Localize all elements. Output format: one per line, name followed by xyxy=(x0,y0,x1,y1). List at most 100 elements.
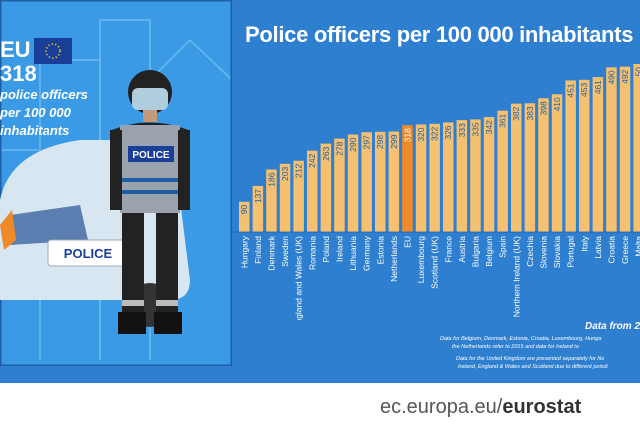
officer-vest xyxy=(120,125,180,213)
category-label: Luxembourg xyxy=(416,236,426,284)
category-label: Latvia xyxy=(593,236,603,259)
bar-sweden xyxy=(279,163,291,232)
value-label: 490 xyxy=(606,70,616,84)
value-label: 318 xyxy=(402,128,412,142)
category-label: Italy xyxy=(579,235,589,251)
police-illustration: POLICE POLICE xyxy=(0,0,232,366)
value-label: 320 xyxy=(416,127,426,141)
bar-ireland xyxy=(334,138,345,232)
footnote-line-1: Data for Belgium, Denmark, Estonia, Croa… xyxy=(440,336,602,342)
bar-northern-ireland-uk- xyxy=(511,103,522,232)
value-label: 242 xyxy=(307,153,317,167)
value-label: 137 xyxy=(253,189,263,203)
bar-lithuania xyxy=(347,134,359,232)
bar-finland xyxy=(252,185,264,232)
bar-italy xyxy=(579,79,590,233)
bar-spain xyxy=(497,110,508,232)
value-label: 297 xyxy=(362,135,372,149)
value-label: 298 xyxy=(375,135,385,149)
category-label: Sweden xyxy=(280,236,290,267)
value-label: 453 xyxy=(579,83,589,97)
footnote-line-4: Ireland, England & Wales and Scotland du… xyxy=(458,364,608,370)
category-label: Poland xyxy=(321,236,331,263)
value-label: 410 xyxy=(552,97,562,111)
category-label: Romania xyxy=(307,236,317,270)
value-label: 50 xyxy=(634,67,640,77)
bar-estonia xyxy=(375,131,386,232)
bar-scotland-uk- xyxy=(429,123,440,232)
category-label: Austria xyxy=(457,236,467,263)
bar-portugal xyxy=(565,80,576,232)
vest-police-label: POLICE xyxy=(132,150,170,161)
category-label: Czechia xyxy=(525,236,535,267)
category-label: Northern Ireland (UK) xyxy=(511,236,521,317)
value-label: 186 xyxy=(266,172,276,186)
bar-luxembourg xyxy=(415,124,427,232)
footnote-line-3: Data for the United Kingdom are presente… xyxy=(456,356,605,362)
value-label: 461 xyxy=(593,80,603,94)
bar-eu xyxy=(402,125,413,232)
category-label: Slovakia xyxy=(552,236,562,268)
value-label: 322 xyxy=(430,127,440,141)
category-label: Lithuania xyxy=(348,236,358,271)
bar-slovakia xyxy=(551,94,563,232)
value-label: 90 xyxy=(239,205,249,215)
value-label: 333 xyxy=(457,123,467,137)
category-label: Portugal xyxy=(566,236,576,268)
value-label: 492 xyxy=(620,69,630,83)
bar-malta xyxy=(633,64,640,232)
value-label: 203 xyxy=(280,167,290,181)
category-label: EU xyxy=(402,236,412,248)
category-label: Germany xyxy=(362,235,372,271)
value-label: 342 xyxy=(484,120,494,134)
value-label: 290 xyxy=(348,137,358,151)
eu-flag-icon xyxy=(34,38,72,64)
category-label: Greece xyxy=(620,236,630,264)
value-label: 299 xyxy=(389,134,399,148)
category-label: France xyxy=(443,236,453,263)
bar-netherlands xyxy=(388,131,400,232)
bar-hungary xyxy=(239,201,250,232)
eurostat-logo-text: eurostat xyxy=(502,396,582,418)
value-label: 212 xyxy=(294,164,304,178)
footer-url-prefix: ec.europa.eu/ xyxy=(380,396,503,418)
bar-czechia xyxy=(524,103,536,232)
value-label: 326 xyxy=(443,125,453,139)
value-label: 278 xyxy=(334,141,344,155)
value-label: 335 xyxy=(470,122,480,136)
bar-denmark xyxy=(266,169,277,232)
bar-germany xyxy=(361,132,372,232)
eu-caption-line2: per 100 000 xyxy=(0,105,71,120)
value-label: 383 xyxy=(525,106,535,120)
car-police-label: POLICE xyxy=(64,246,113,261)
category-label: Estonia xyxy=(375,236,385,265)
category-label: Malta xyxy=(634,236,640,257)
value-label: 382 xyxy=(511,106,521,120)
value-label: 263 xyxy=(321,146,331,160)
eu-value: 318 xyxy=(0,61,37,86)
category-label: Denmark xyxy=(266,235,276,270)
category-label: Hungary xyxy=(239,235,249,268)
bar-slovenia xyxy=(538,98,549,232)
bar-greece xyxy=(619,66,631,232)
bar-france xyxy=(443,122,454,232)
category-label: Netherlands xyxy=(389,236,399,282)
eu-caption-line1: police officers xyxy=(0,87,88,102)
category-label: Spain xyxy=(498,236,508,258)
bar-poland xyxy=(320,143,332,232)
bar-belgium xyxy=(483,117,495,232)
footer-link[interactable]: ec.europa.eu/eurostat xyxy=(380,396,581,419)
category-label: Scotland (UK) xyxy=(430,236,440,289)
bar-croatia xyxy=(606,67,617,232)
bar-england-and-wales-uk- xyxy=(293,160,304,232)
bar-austria xyxy=(456,120,468,232)
category-label: Belgium xyxy=(484,236,494,267)
bar-latvia xyxy=(592,77,604,232)
category-label: Croatia xyxy=(606,236,616,264)
category-label: Slovenia xyxy=(538,236,548,269)
eu-caption-line3: inhabitants xyxy=(0,123,70,138)
eu-summary: EU 318 police officers per 100 000 inhab… xyxy=(0,38,120,140)
bar-bulgaria xyxy=(470,119,481,232)
value-label: 361 xyxy=(498,113,508,127)
